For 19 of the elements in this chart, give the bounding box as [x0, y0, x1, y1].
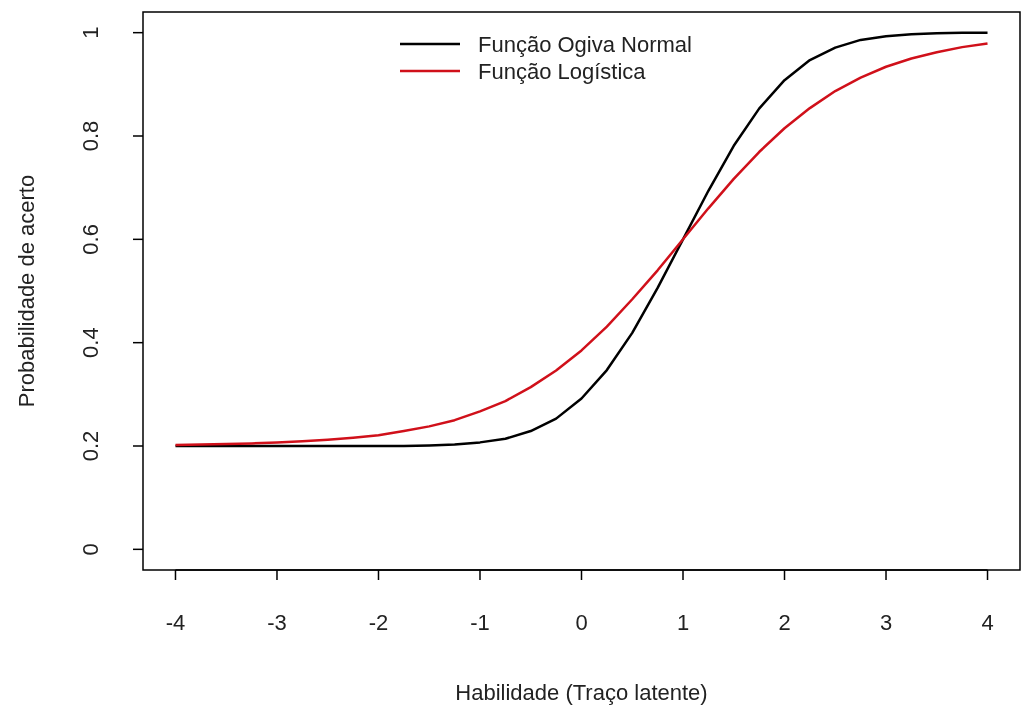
x-tick-label: 4: [981, 610, 994, 635]
x-tick-label: 2: [778, 610, 791, 635]
y-tick-label: 0: [78, 543, 103, 556]
x-tick-label: -4: [165, 610, 186, 635]
y-tick-label: 0.8: [78, 120, 103, 152]
x-tick-label: -2: [368, 610, 389, 635]
x-tick-label: -1: [470, 610, 490, 635]
legend-label: Função Ogiva Normal: [478, 32, 692, 57]
x-tick-label: -3: [267, 610, 287, 635]
y-tick-label: 0.6: [78, 224, 103, 255]
x-tick-label: 1: [676, 610, 690, 635]
legend-label: Função Logística: [478, 59, 647, 84]
y-axis-title: Probabilidade de acerto: [14, 174, 39, 408]
x-axis-title: Habilidade (Traço latente): [455, 680, 708, 705]
y-tick-label: 0.2: [78, 430, 103, 462]
x-tick-label: 3: [879, 610, 893, 635]
y-tick-label: 1: [78, 26, 103, 39]
x-tick-label: 0: [575, 610, 588, 635]
y-tick-label: 0.4: [78, 327, 103, 358]
